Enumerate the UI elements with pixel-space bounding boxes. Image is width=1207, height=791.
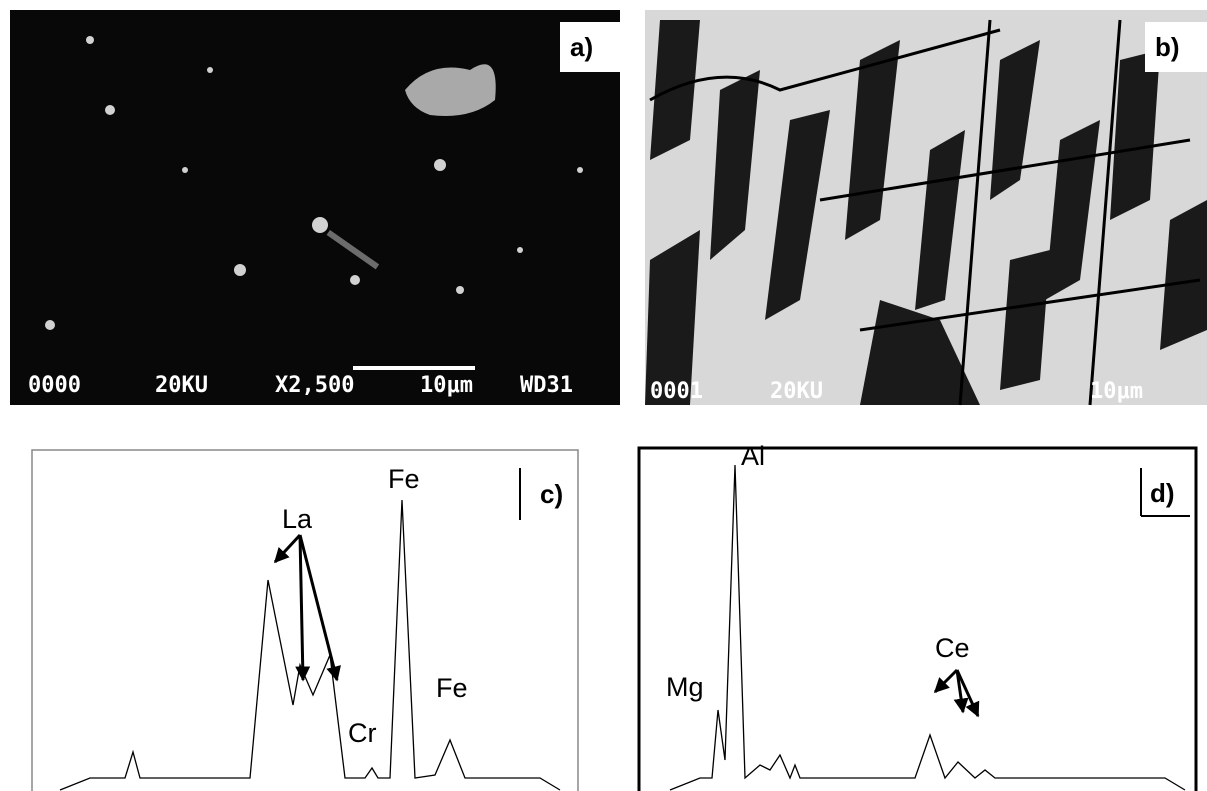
eds-spectrum-d: d) Mg Al Ce <box>637 441 1198 791</box>
sem-voltage: 20KU <box>155 373 208 398</box>
peak-label: Mg <box>666 672 704 702</box>
panel-label: c) <box>540 479 563 509</box>
panel-label: d) <box>1150 478 1175 508</box>
sem-scale: 10μm <box>1090 379 1143 404</box>
peak-label: Al <box>741 441 765 471</box>
peak-label: Fe <box>388 464 420 494</box>
peak-label: La <box>282 504 313 534</box>
sem-magnification: X2,500 <box>275 373 354 398</box>
sem-wd: WD31 <box>520 373 573 398</box>
peak-label: Cr <box>348 718 377 748</box>
sem-image-b: b) 0001 20KU 10μm <box>645 10 1207 406</box>
eds-spectrum-c: c) La Fe Cr Fe <box>31 449 579 791</box>
sem-voltage: 20KU <box>770 379 823 404</box>
sem-id: 0000 <box>28 373 81 398</box>
sem-image-a: a) 0000 20KU X2,500 10μm WD31 <box>10 10 620 405</box>
sem-scale: 10μm <box>420 373 473 398</box>
panel-label: b) <box>1155 32 1180 62</box>
sem-id: 0001 <box>650 379 703 404</box>
peak-label: Fe <box>436 673 468 703</box>
peak-label: Ce <box>935 633 970 663</box>
panel-label: a) <box>570 32 593 62</box>
